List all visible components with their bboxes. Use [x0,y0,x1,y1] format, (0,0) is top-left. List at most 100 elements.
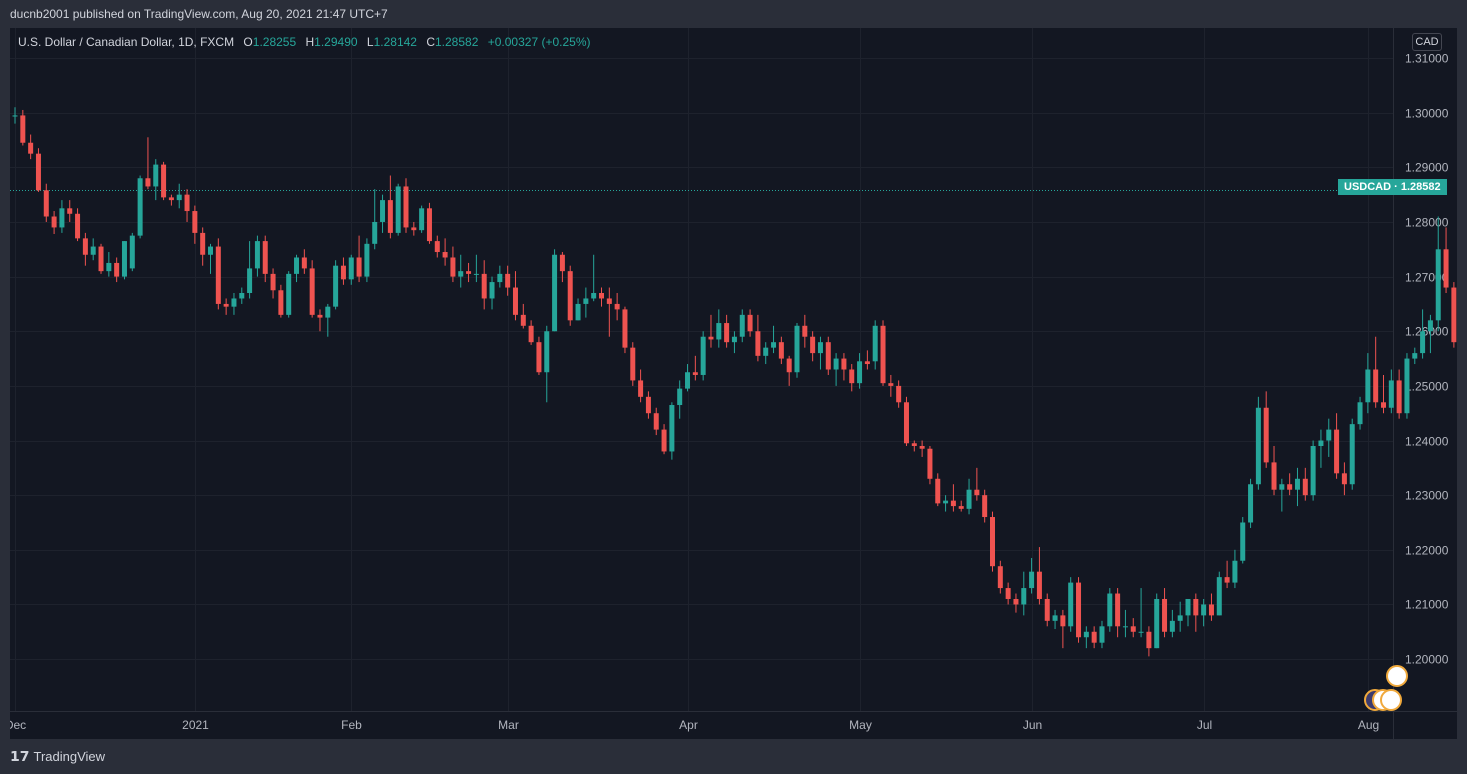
candle-body [982,495,988,518]
candle-body [67,208,73,214]
candle-body [1138,631,1144,633]
candle-body [168,197,174,201]
candle-body [1381,402,1386,408]
candle-body [294,257,300,274]
low-value: 1.28142 [373,35,417,49]
candle-body [833,358,839,370]
candle-body [935,478,941,504]
candle-body [771,342,777,348]
open-label: O [243,35,253,49]
candle-body [411,227,417,231]
candle-body [1326,429,1332,441]
candle-body [841,358,847,370]
candle-body [356,257,362,277]
candle-body [677,388,683,406]
tradingview-logo-icon: 𝟭𝟳 [10,748,30,764]
candle-body [911,443,917,446]
candle-body [755,331,761,356]
candle-body [28,142,34,154]
y-tick-label: 1.26000 [1405,325,1449,339]
footer-bar: 𝟭𝟳 TradingView [0,739,1467,774]
candle-body [1279,484,1285,490]
open-value: 1.28255 [252,35,297,49]
candle-body [966,489,972,509]
x-tick-label: Jul [1197,718,1212,732]
candle-body [927,448,933,479]
candle-body [990,517,995,567]
candle-body [426,208,432,242]
candlestick-chart[interactable]: 1.20000 1.21000 1.22000 1.23000 1.24000 1.250… [10,28,1457,739]
price-tag-value: 1.28582 [1400,181,1441,193]
candle-body [1193,598,1199,616]
candle-body [1248,484,1254,523]
candle-body [692,372,698,375]
candle-body [622,309,628,348]
candle-body [1263,407,1269,463]
event-marker-icon[interactable] [1380,689,1402,711]
candle-body [1005,588,1011,599]
candle-body [1013,598,1019,605]
candle-body [1318,440,1324,446]
candle-body [1271,462,1277,490]
candle-body [333,265,339,307]
candle-body [161,164,167,198]
x-tick-label: May [849,718,872,732]
candle-body [1162,598,1168,632]
candle-body [262,241,268,274]
candle-body [325,306,331,318]
candle-body [1420,331,1426,354]
currency-badge[interactable]: CAD [1412,33,1442,51]
event-markers[interactable] [1362,665,1408,711]
candle-body [121,241,127,277]
candle-body [348,257,354,280]
candle-body [567,271,573,321]
candle-body [505,273,511,288]
candle-body [1115,593,1121,627]
candle-body [481,273,487,299]
candle-body [974,489,980,496]
candle-body [82,238,88,255]
candle-body [1240,522,1246,561]
candle-body [1029,571,1035,589]
candle-body [1255,407,1261,485]
candle-body [380,200,386,222]
candle-body [35,153,41,191]
candle-body [387,200,393,233]
high-label: H [305,35,315,49]
y-tick-label: 1.28000 [1405,216,1449,230]
candle-body [903,402,909,444]
candle-body [466,271,472,274]
candle-body [1091,631,1097,643]
candle-body [606,298,612,304]
candle-body [685,372,691,389]
candle-body [1427,320,1433,332]
candle-body [1412,353,1418,359]
candle-body [739,314,745,337]
candle-body [1177,615,1183,621]
canada-flag-icon[interactable] [1386,665,1408,687]
candle-body [950,500,956,507]
candle-body [1341,473,1347,485]
candle-body [997,566,1003,589]
candle-body [309,268,315,315]
candle-body [638,380,644,397]
y-tick-label: 1.20000 [1405,653,1449,667]
candle-body [129,235,135,269]
candle-body [1373,369,1379,403]
candle-body [442,252,448,258]
candle-body [614,303,620,310]
candle-body [731,336,737,343]
x-tick-label: 2021 [182,718,209,732]
x-tick-label: Mar [498,718,519,732]
candle-body [724,323,730,343]
y-tick-label: 1.31000 [1405,52,1449,66]
chart-panel[interactable]: 1.20000 1.21000 1.22000 1.23000 1.24000 1.250… [10,28,1457,739]
candle-body [794,325,800,373]
candle-body [1169,620,1175,632]
candle-body [802,325,808,337]
candle-body [763,347,769,356]
tradingview-logo[interactable]: 𝟭𝟳 TradingView [10,748,105,765]
candle-body [536,342,542,373]
candle-body [1232,560,1238,583]
candle-body [630,347,636,381]
